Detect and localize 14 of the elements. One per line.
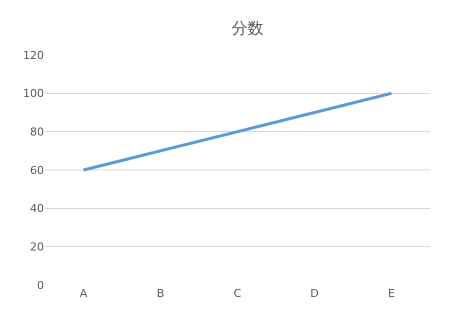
- x-tick-label: D: [310, 287, 319, 300]
- y-tick-label: 40: [30, 202, 44, 216]
- x-tick-label: B: [156, 287, 164, 300]
- line-series: [82, 92, 393, 172]
- y-tick-label: 100: [23, 87, 44, 100]
- y-tick-label: 120: [23, 48, 44, 62]
- y-tick-label: 80: [30, 126, 44, 139]
- chart-title: 分数: [232, 18, 264, 38]
- x-tick-label: E: [388, 287, 396, 300]
- x-tick-label: A: [80, 287, 88, 300]
- y-tick-label: 60: [30, 164, 44, 177]
- y-tick-label: 0: [37, 278, 44, 292]
- y-tick-label: 20: [30, 240, 44, 254]
- x-tick-label: C: [234, 287, 242, 300]
